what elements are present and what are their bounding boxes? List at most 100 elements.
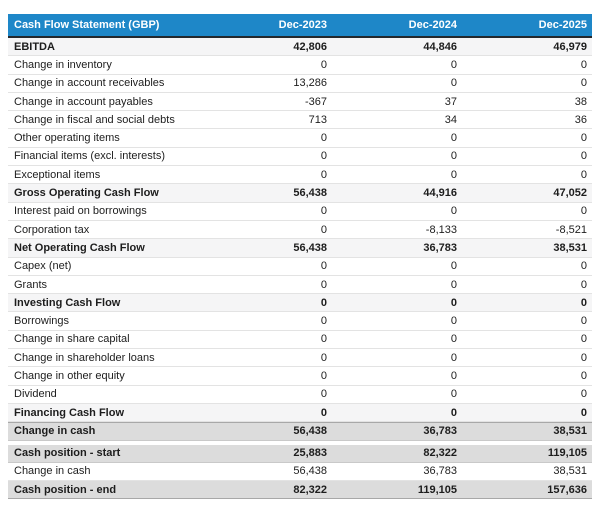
row-label: Exceptional items xyxy=(14,168,101,181)
row-value: 0 xyxy=(580,150,587,163)
table-row: Interest paid on borrowings 0 0 0 xyxy=(8,202,592,221)
row-value: 0 xyxy=(580,77,587,90)
table-row: Financing Cash Flow 0 0 0 xyxy=(8,403,592,423)
row-label: Change in shareholder loans xyxy=(14,351,155,364)
row-value: 44,916 xyxy=(423,187,457,200)
table-row: Capex (net) 0 0 0 xyxy=(8,257,592,276)
row-value: 0 xyxy=(580,278,587,291)
table-row: Change in cash 56,438 36,783 38,531 xyxy=(8,422,592,441)
table-row: Financial items (excl. interests) 0 0 0 xyxy=(8,147,592,167)
row-value: 0 xyxy=(580,406,587,419)
table-row: Borrowings 0 0 0 xyxy=(8,312,592,331)
row-value: 56,438 xyxy=(293,425,327,438)
row-value: 0 xyxy=(580,132,587,145)
row-value: 0 xyxy=(580,260,587,273)
row-label: Change in cash xyxy=(14,465,91,478)
row-value: 36,783 xyxy=(423,241,457,254)
column-header-dec-2025: Dec-2025 xyxy=(538,19,587,31)
row-value: 0 xyxy=(580,388,587,401)
row-value: 0 xyxy=(450,150,457,163)
table-row: Grants 0 0 0 xyxy=(8,275,592,295)
row-value: 82,322 xyxy=(423,447,457,460)
row-label: Change in account receivables xyxy=(14,77,165,90)
row-value: 25,883 xyxy=(293,447,327,460)
row-value: 0 xyxy=(320,132,327,145)
row-value: 0 xyxy=(580,58,587,71)
row-value: 37 xyxy=(444,95,457,108)
row-value: 13,286 xyxy=(293,77,327,90)
table-row: Net Operating Cash Flow 56,438 36,783 38… xyxy=(8,239,592,258)
row-value: 0 xyxy=(450,369,457,382)
row-value: 46,979 xyxy=(553,40,587,53)
row-value: 38 xyxy=(574,95,587,108)
row-value: 157,636 xyxy=(547,483,587,496)
row-value: 42,806 xyxy=(293,40,327,53)
row-label: Capex (net) xyxy=(14,260,72,273)
row-label: EBITDA xyxy=(14,40,55,53)
row-value: 0 xyxy=(320,150,327,163)
table-row: Change in inventory 0 0 0 xyxy=(8,56,592,75)
table-title: Cash Flow Statement (GBP) xyxy=(14,19,160,31)
row-label: Change in fiscal and social debts xyxy=(14,113,175,126)
row-value: -8,521 xyxy=(555,223,587,236)
row-value: 119,105 xyxy=(547,447,587,460)
table-row: Dividend 0 0 0 xyxy=(8,385,592,404)
table-row: Cash position - end 82,322 119,105 157,6… xyxy=(8,481,592,500)
row-label: Change in account payables xyxy=(14,95,153,108)
row-value: 34 xyxy=(444,113,457,126)
row-value: 38,531 xyxy=(553,241,587,254)
row-value: -367 xyxy=(304,95,327,108)
row-value: 0 xyxy=(320,296,327,309)
row-value: 36,783 xyxy=(423,425,457,438)
row-label: Dividend xyxy=(14,388,57,401)
row-value: 0 xyxy=(320,369,327,382)
row-label: Change in inventory xyxy=(14,58,112,71)
row-label: Cash position - start xyxy=(14,447,121,460)
row-label: Borrowings xyxy=(14,315,70,328)
column-header-dec-2023: Dec-2023 xyxy=(278,19,327,31)
row-value: 0 xyxy=(450,315,457,328)
row-label: Cash position - end xyxy=(14,483,117,496)
row-value: 0 xyxy=(450,168,457,181)
table-row: Corporation tax 0 -8,133 -8,521 xyxy=(8,220,592,240)
row-label: Interest paid on borrowings xyxy=(14,205,147,218)
row-value: 0 xyxy=(580,351,587,364)
row-label: Net Operating Cash Flow xyxy=(14,241,145,254)
row-value: 0 xyxy=(320,351,327,364)
row-value: 713 xyxy=(308,113,327,126)
row-label: Gross Operating Cash Flow xyxy=(14,187,159,200)
table-row: Other operating items 0 0 0 xyxy=(8,129,592,148)
table-row: EBITDA 42,806 44,846 46,979 xyxy=(8,38,592,57)
row-value: -8,133 xyxy=(425,223,457,236)
row-value: 0 xyxy=(320,58,327,71)
row-value: 0 xyxy=(580,315,587,328)
row-label: Change in share capital xyxy=(14,333,130,346)
row-value: 0 xyxy=(450,132,457,145)
row-value: 0 xyxy=(320,260,327,273)
row-label: Change in other equity xyxy=(14,369,125,382)
row-value: 0 xyxy=(580,369,587,382)
cash-flow-table: Cash Flow Statement (GBP) Dec-2023 Dec-2… xyxy=(8,14,592,500)
row-label: Financing Cash Flow xyxy=(14,406,125,419)
row-value: 38,531 xyxy=(553,465,587,478)
row-value: 38,531 xyxy=(553,425,587,438)
table-row: Investing Cash Flow 0 0 0 xyxy=(8,294,592,313)
section-divider xyxy=(8,440,592,445)
row-value: 0 xyxy=(580,296,587,309)
row-label: Other operating items xyxy=(14,132,120,145)
row-value: 0 xyxy=(580,168,587,181)
table-row: Exceptional items 0 0 0 xyxy=(8,166,592,185)
table-row: Change in account receivables 13,286 0 0 xyxy=(8,74,592,93)
row-value: 0 xyxy=(450,296,457,309)
row-value: 82,322 xyxy=(293,483,327,496)
row-value: 0 xyxy=(450,351,457,364)
row-label: Corporation tax xyxy=(14,223,90,236)
row-label: Change in cash xyxy=(14,425,96,438)
row-value: 0 xyxy=(320,315,327,328)
row-value: 36 xyxy=(574,113,587,126)
table-row: Change in other equity 0 0 0 xyxy=(8,367,592,386)
row-value: 0 xyxy=(450,205,457,218)
row-value: 0 xyxy=(450,406,457,419)
table-row: Change in shareholder loans 0 0 0 xyxy=(8,349,592,368)
row-value: 0 xyxy=(320,223,327,236)
